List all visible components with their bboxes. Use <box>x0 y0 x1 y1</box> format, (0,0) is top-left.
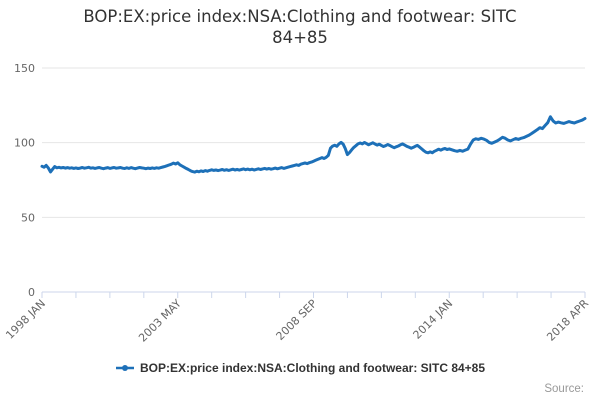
x-tick-label: 2003 MAY <box>136 297 184 345</box>
x-tick-label: 1998 JAN <box>3 297 48 342</box>
legend-label: BOP:EX:price index:NSA:Clothing and foot… <box>139 361 486 375</box>
y-tick-label: 100 <box>14 137 35 150</box>
series-line <box>40 115 587 174</box>
x-tick-label: 2018 APR <box>544 297 591 344</box>
legend-marker-icon <box>115 365 134 371</box>
chart-title-line1: BOP:EX:price index:NSA:Clothing and foot… <box>83 7 517 26</box>
y-tick-label: 150 <box>14 62 35 75</box>
y-tick-label: 0 <box>28 286 35 299</box>
source-label: Source: <box>544 383 584 395</box>
chart-title: BOP:EX:price index:NSA:Clothing and foot… <box>0 6 600 48</box>
x-tick-label: 2008 SEP <box>274 297 320 343</box>
chart-title-line2: 84+85 <box>272 28 328 47</box>
legend-dot-glyph <box>121 365 128 371</box>
x-tick-label: 2014 JAN <box>411 297 456 342</box>
legend-item[interactable]: BOP:EX:price index:NSA:Clothing and foot… <box>0 358 600 378</box>
y-tick-label: 50 <box>21 211 35 224</box>
